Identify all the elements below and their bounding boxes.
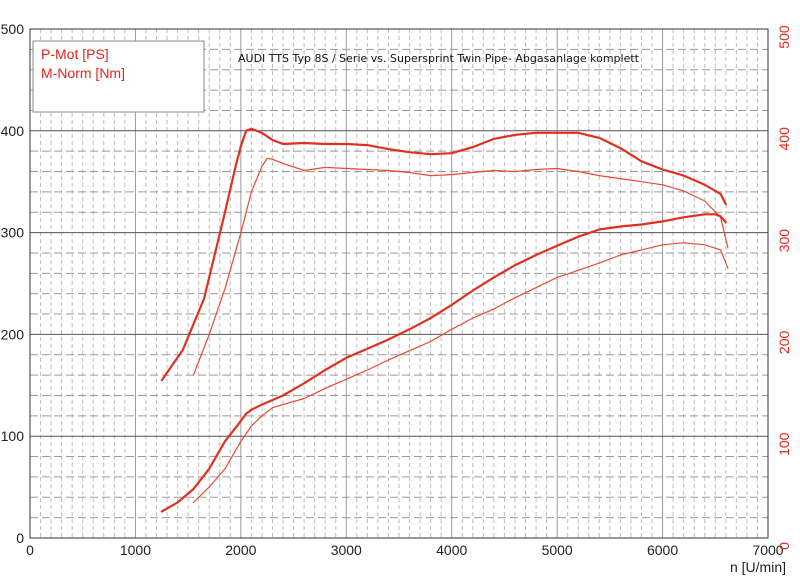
y-tick-label-left: 500 <box>1 21 25 37</box>
x-tick-label: 3000 <box>331 542 362 558</box>
series-line-2 <box>192 157 729 376</box>
series-lines <box>160 127 729 513</box>
x-tick-label: 4000 <box>436 542 467 558</box>
y-tick-label-left: 200 <box>1 326 25 342</box>
y-tick-label-right: 200 <box>776 331 792 355</box>
legend-entry-power: P-Mot [PS] <box>41 46 109 62</box>
legend-entry-torque: M-Norm [Nm] <box>41 65 125 81</box>
y-tick-label-right: 500 <box>776 25 792 49</box>
series-line-3 <box>160 213 727 513</box>
y-tick-label-left: 300 <box>1 225 25 241</box>
y-tick-label-right: 300 <box>776 229 792 253</box>
y-tick-label-right: 400 <box>776 127 792 151</box>
x-tick-label: 7000 <box>752 542 783 558</box>
y-tick-label-right: 100 <box>776 432 792 456</box>
legend: P-Mot [PS] M-Norm [Nm] <box>32 40 205 113</box>
x-tick-label: 5000 <box>542 542 573 558</box>
y-tick-label-left: 100 <box>1 428 25 444</box>
y-tick-label-left: 400 <box>1 123 25 139</box>
x-tick-label: 2000 <box>225 542 256 558</box>
x-tick-label: 6000 <box>647 542 678 558</box>
series-line-1 <box>160 127 727 382</box>
legend-box <box>32 40 205 113</box>
tick-labels: 0 1000 2000 3000 4000 5000 6000 700001002003004… <box>1 21 792 558</box>
grid <box>30 29 768 538</box>
x-tick-label: 0 <box>26 542 34 558</box>
y-tick-label-right: 0 <box>776 542 792 550</box>
x-tick-label: 1000 <box>120 542 151 558</box>
chart-title: AUDI TTS Typ 8S / Serie vs. Supersprint … <box>238 52 640 65</box>
plot-frame <box>29 28 769 539</box>
x-axis-label: n [U/min] <box>730 559 786 575</box>
y-tick-label-left: 0 <box>16 530 24 546</box>
series-line-4 <box>192 242 729 503</box>
